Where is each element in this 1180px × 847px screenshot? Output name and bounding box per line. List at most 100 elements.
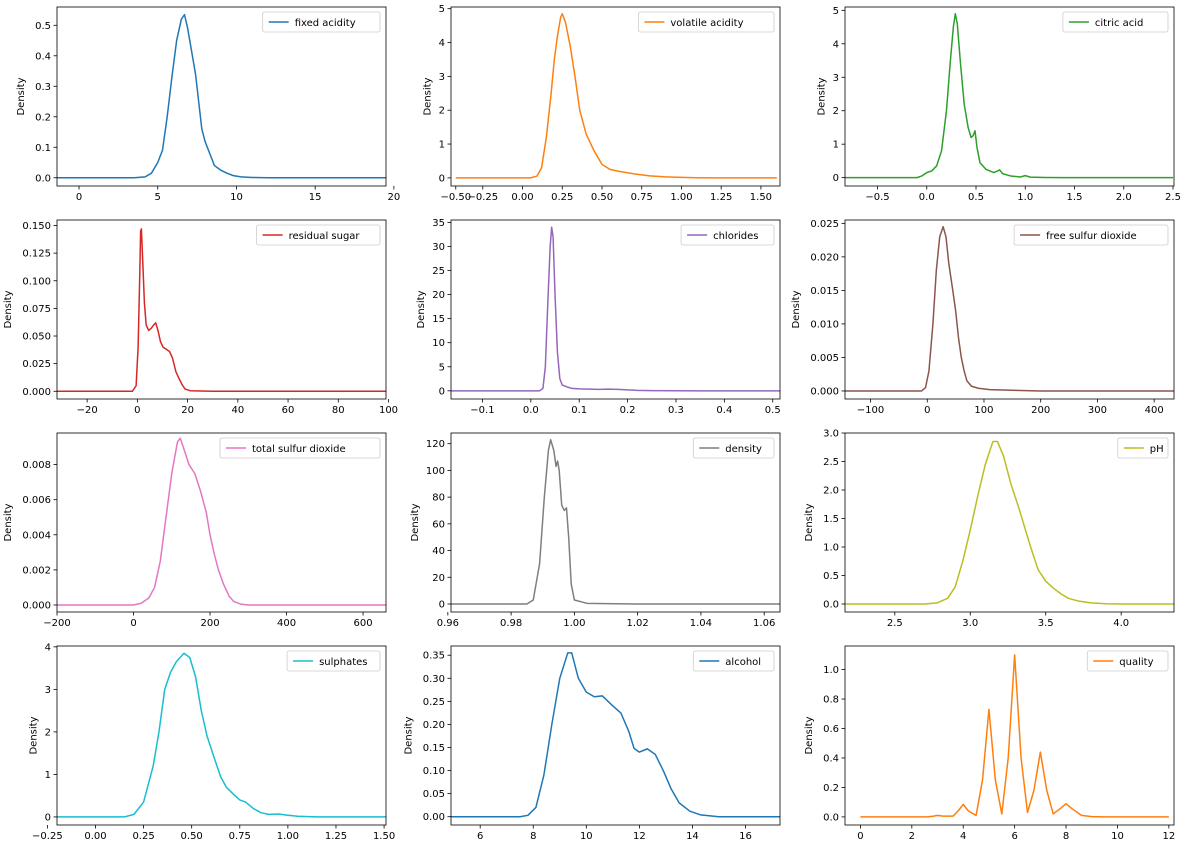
series-line-0: [57, 652, 386, 818]
x-tick-label: 0.50: [181, 831, 203, 842]
subplot-8: 2.5 3.0 3.5 4.0 0.0 0.5 1.0 1.5 2.0 2.5 3.0 Density…: [804, 429, 1175, 629]
y-tick-label: 0.025: [810, 219, 839, 230]
legend: quality: [1086, 650, 1169, 672]
y-tick-label: 0.008: [22, 460, 51, 471]
y-tick-label: 0.25: [423, 697, 445, 708]
y-tick-label: 0.125: [22, 249, 51, 260]
subplot-10: 6 8 10 12 14 16 0.00 0.05 0.10 0.15 0.20 0.25 0.30 0.…: [403, 645, 781, 842]
x-tick-label: −0.1: [470, 405, 494, 416]
y-tick-label: 1.5: [823, 514, 839, 525]
x-tick-label: 0.3: [668, 405, 684, 416]
y-tick-label: 0.100: [22, 276, 51, 287]
y-tick-label: 0.005: [810, 353, 839, 364]
y-tick-label: 0.2: [35, 112, 51, 123]
legend: density: [692, 437, 775, 459]
x-tick-label: 0: [924, 405, 930, 416]
legend: alcohol: [692, 650, 775, 672]
x-tick-label: 0: [76, 192, 82, 203]
x-tick-label: 3.5: [1038, 618, 1054, 629]
y-tick-label: 0: [439, 599, 445, 610]
y-tick-label: 0.8: [823, 695, 839, 706]
y-tick-label: 1: [45, 770, 51, 781]
y-tick-label: 2.0: [823, 486, 839, 497]
x-tick-label: 0.5: [765, 405, 781, 416]
x-tick-label: 80: [332, 405, 345, 416]
y-tick-label: 0.15: [423, 743, 445, 754]
x-tick-label: 8: [530, 831, 536, 842]
legend-label: citric acid: [1095, 18, 1144, 29]
series-line-0: [57, 228, 386, 393]
y-tick-label: 60: [432, 519, 445, 530]
x-tick-label: −0.5: [865, 192, 889, 203]
series-line-0: [845, 225, 1174, 392]
y-tick-label: 0.0: [823, 812, 839, 823]
y-tick-label: 0.4: [823, 753, 839, 764]
axes-frame: [844, 219, 1175, 400]
legend: volatile acidity: [638, 11, 775, 33]
x-tick-label: 3.0: [962, 618, 978, 629]
x-tick-label: 20: [181, 405, 194, 416]
x-tick-label: 2.0: [1116, 192, 1132, 203]
y-tick-label: 0.025: [22, 359, 51, 370]
x-tick-label: 0: [857, 831, 863, 842]
y-tick-label: 30: [432, 242, 445, 253]
legend: free sulfur dioxide: [1013, 224, 1169, 246]
x-tick-label: 14: [686, 831, 699, 842]
x-tick-label: 1.0: [1017, 192, 1033, 203]
axes-frame: [844, 6, 1175, 187]
axes-frame: [450, 219, 781, 400]
x-tick-label: 40: [231, 405, 244, 416]
y-tick-label: 0.150: [22, 221, 51, 232]
legend: fixed acidity: [262, 11, 381, 33]
x-tick-label: 12: [1162, 831, 1175, 842]
series-line-0: [451, 652, 780, 818]
series-line-0: [455, 13, 777, 179]
y-tick-label: 2: [439, 106, 445, 117]
y-axis-label: Density: [416, 290, 427, 328]
y-tick-label: 4: [833, 39, 839, 50]
x-tick-label: 0: [134, 405, 140, 416]
subplot-2: −0.5 0.0 0.5 1.0 1.5 2.0 2.5 0 1 2 3 4 5 Density citri…: [817, 6, 1180, 203]
legend-label: pH: [1150, 444, 1164, 455]
y-tick-label: 80: [432, 493, 445, 504]
y-tick-label: 5: [833, 6, 839, 17]
y-tick-label: 0.35: [423, 651, 445, 662]
legend: sulphates: [286, 650, 381, 672]
subplot-6: −200 0 200 400 600 0.000 0.002 0.004 0.006 0.008 D…: [3, 432, 387, 629]
legend-box: [256, 224, 381, 246]
x-tick-label: 0.0: [523, 405, 539, 416]
legend-label: chlorides: [713, 231, 758, 242]
subplot-3: −20 0 20 40 60 80 100 0.000 0.025 0.050 0.075 0.100…: [3, 219, 398, 416]
legend: citric acid: [1062, 11, 1169, 33]
y-tick-label: 2.5: [823, 457, 839, 468]
y-tick-label: 0.0: [35, 173, 51, 184]
x-tick-label: 1.25: [710, 192, 732, 203]
series-line-0: [860, 654, 1169, 818]
y-tick-label: 0.050: [22, 332, 51, 343]
y-tick-label: 0.3: [35, 82, 51, 93]
y-tick-label: 40: [432, 546, 445, 557]
y-tick-label: 2: [833, 106, 839, 117]
legend-box: [1086, 650, 1169, 672]
x-tick-label: −0.25: [32, 831, 63, 842]
y-tick-label: 5: [439, 362, 445, 373]
y-tick-label: 0.075: [22, 304, 51, 315]
y-tick-label: 3.0: [823, 429, 839, 440]
subplot-0: 0 5 10 15 20 0.0 0.1 0.2 0.3 0.4 0.5 Density fixed a…: [16, 6, 400, 203]
x-tick-label: 200: [1031, 405, 1050, 416]
y-axis-label: Density: [3, 503, 14, 541]
y-tick-label: 0.4: [35, 51, 51, 62]
x-tick-label: 0: [130, 618, 136, 629]
x-tick-label: 12: [633, 831, 646, 842]
x-tick-label: −0.50: [440, 192, 471, 203]
legend-box: [219, 437, 381, 459]
x-tick-label: 2.5: [1165, 192, 1180, 203]
x-tick-label: 0.50: [591, 192, 613, 203]
axes-frame: [56, 432, 387, 613]
x-tick-label: 0.2: [620, 405, 636, 416]
y-tick-label: 0.5: [823, 571, 839, 582]
y-tick-label: 0.006: [22, 495, 51, 506]
y-tick-label: 35: [432, 218, 445, 229]
y-tick-label: 120: [426, 439, 445, 450]
